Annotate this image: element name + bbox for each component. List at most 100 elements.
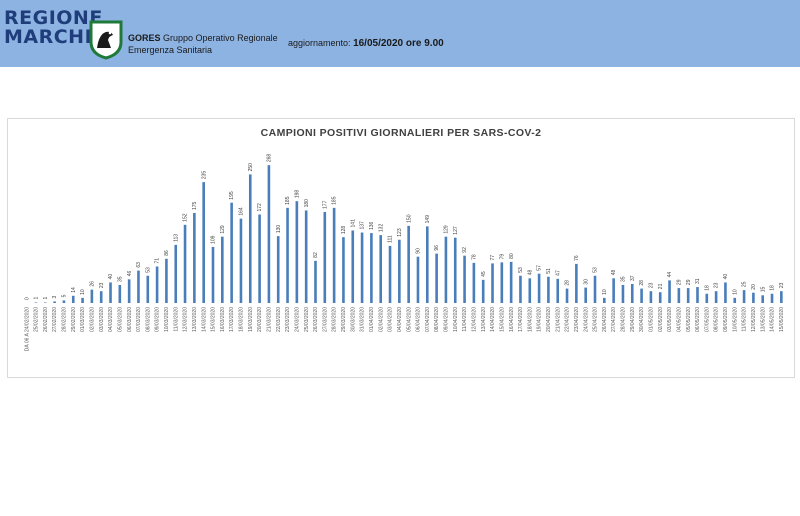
bar-70 (677, 288, 681, 303)
daily-positives-chart: CAMPIONI POSITIVI GIORNALIERI PER SARS-C… (24, 127, 785, 351)
value-label-38: 132 (378, 224, 384, 233)
bar-10 (118, 285, 122, 303)
tick-label-21: 16/03/2020 (220, 307, 226, 332)
bar-1 (34, 302, 38, 303)
value-label-35: 141 (350, 219, 356, 228)
tick-label-45: 09/04/2020 (444, 307, 450, 332)
tick-label-64: 28/04/2020 (621, 307, 627, 332)
value-label-14: 71 (155, 258, 161, 264)
bar-81 (780, 291, 783, 303)
tick-label-57: 21/04/2020 (555, 307, 561, 332)
org-line-2: Emergenza Sanitaria (128, 45, 213, 55)
value-label-5: 14 (71, 287, 77, 293)
bar-9 (109, 282, 112, 303)
value-label-45: 129 (444, 225, 450, 234)
tick-label-80: 14/05/2020 (770, 307, 776, 332)
value-label-0: 0 (24, 297, 30, 300)
region-emblem-icon (89, 20, 123, 60)
tick-label-37: 01/04/2020 (369, 307, 375, 332)
value-label-59: 76 (574, 255, 580, 261)
value-label-19: 235 (201, 171, 207, 180)
tick-label-8: 03/03/2020 (99, 307, 105, 332)
bar-53 (519, 275, 522, 303)
value-label-16: 113 (173, 234, 179, 242)
tick-label-18: 13/03/2020 (192, 307, 198, 332)
bar-3 (53, 301, 56, 303)
tick-label-75: 09/05/2020 (723, 307, 729, 332)
value-label-26: 268 (267, 154, 273, 163)
value-label-29: 198 (294, 190, 300, 199)
bar-71 (686, 288, 690, 303)
tick-label-71: 05/05/2020 (686, 307, 692, 332)
bar-21 (221, 236, 224, 303)
tick-label-41: 05/04/2020 (406, 307, 412, 332)
bar-77 (742, 290, 746, 303)
bar-80 (770, 293, 774, 303)
tick-label-59: 23/04/2020 (574, 307, 580, 332)
value-label-33: 185 (332, 196, 338, 205)
bar-50 (491, 263, 494, 303)
tick-label-36: 31/03/2020 (360, 307, 366, 332)
bar-7 (90, 289, 94, 303)
tick-label-65: 29/04/2020 (630, 307, 636, 332)
logo-line-1: REGIONE (4, 7, 103, 29)
value-label-41: 150 (406, 214, 412, 223)
value-label-24: 250 (248, 163, 254, 172)
tick-label-68: 02/05/2020 (658, 307, 664, 332)
tick-label-31: 26/03/2020 (313, 307, 319, 332)
bar-54 (528, 278, 532, 303)
tick-label-70: 04/05/2020 (676, 307, 682, 332)
value-label-66: 28 (639, 280, 645, 286)
bar-39 (388, 245, 392, 303)
tick-label-62: 26/04/2020 (602, 307, 608, 332)
value-label-81: 23 (779, 282, 785, 288)
bar-18 (193, 213, 196, 303)
tick-label-12: 07/03/2020 (136, 307, 142, 332)
value-label-73: 18 (704, 285, 710, 291)
bar-59 (575, 263, 578, 303)
value-label-52: 80 (509, 253, 515, 259)
tick-label-2: 26/02/2020 (43, 307, 49, 332)
value-label-80: 18 (770, 285, 776, 291)
tick-label-33: 28/03/2020 (332, 307, 338, 332)
bar-23 (239, 218, 243, 303)
value-label-79: 15 (760, 287, 766, 293)
value-label-78: 20 (751, 284, 757, 290)
value-label-55: 57 (537, 265, 543, 271)
bar-79 (761, 295, 765, 303)
value-label-12: 63 (136, 262, 142, 268)
value-label-7: 26 (89, 281, 95, 287)
bar-63 (612, 278, 615, 303)
value-label-20: 109 (211, 235, 217, 244)
bar-28 (286, 207, 289, 303)
value-label-39: 111 (388, 235, 394, 243)
value-label-72: 31 (695, 278, 701, 284)
tick-label-15: 10/03/2020 (164, 307, 170, 332)
tick-label-16: 11/03/2020 (173, 307, 179, 332)
bar-65 (630, 283, 634, 303)
bar-32 (323, 211, 327, 303)
tick-label-50: 14/04/2020 (490, 307, 496, 332)
value-label-54: 48 (527, 270, 533, 276)
bar-29 (295, 201, 299, 303)
value-label-58: 28 (565, 280, 571, 286)
value-label-34: 128 (341, 226, 347, 235)
value-label-75: 40 (723, 274, 729, 280)
bar-43 (425, 226, 429, 303)
tick-label-17: 12/03/2020 (183, 307, 189, 332)
bar-26 (267, 165, 271, 303)
tick-label-76: 10/05/2020 (732, 307, 738, 332)
tick-label-81: 15/05/2020 (779, 307, 785, 332)
bar-11 (127, 279, 131, 303)
value-label-70: 29 (676, 279, 682, 285)
org-line-1: Gruppo Operativo Regionale (163, 33, 278, 43)
tick-label-34: 29/03/2020 (341, 307, 347, 332)
value-label-43: 149 (425, 215, 431, 224)
tick-label-61: 25/04/2020 (593, 307, 599, 332)
tick-label-46: 10/04/2020 (453, 307, 459, 332)
tick-label-4: 28/02/2020 (62, 307, 68, 332)
tick-label-3: 27/02/2020 (52, 307, 58, 332)
tick-label-30: 25/03/2020 (304, 307, 310, 332)
bar-15 (165, 258, 168, 303)
bar-56 (547, 276, 550, 303)
